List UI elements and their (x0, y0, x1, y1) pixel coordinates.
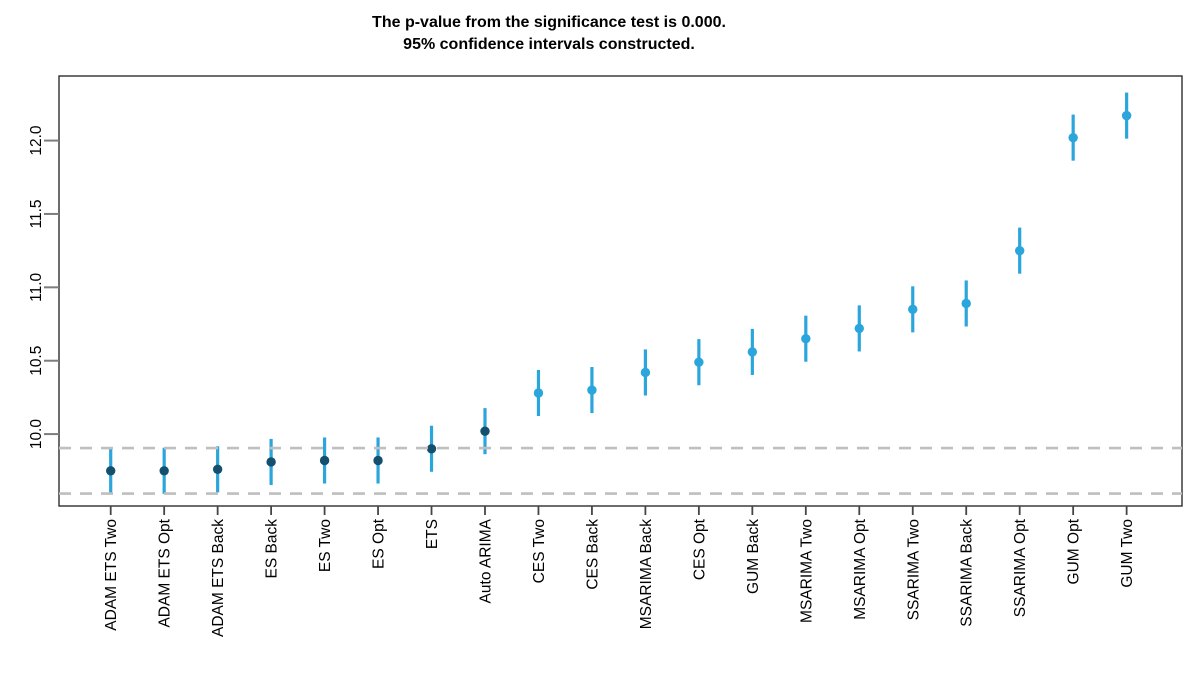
y-axis-tick-label: 12.0 (28, 125, 45, 156)
data-point (426, 444, 437, 454)
data-point (212, 464, 223, 475)
chart-title: The p-value from the significance test i… (372, 14, 726, 31)
x-axis-tick-label: GUM Two (1119, 519, 1136, 588)
y-axis-tick-label: 10.0 (28, 419, 45, 450)
data-point (801, 333, 811, 344)
x-axis-tick-label: CES Opt (691, 518, 708, 580)
x-axis-tick-label: MSARIMA Back (638, 519, 655, 629)
data-point (319, 455, 330, 466)
data-point (1068, 132, 1078, 143)
data-point (587, 385, 597, 395)
x-axis-tick-label: CES Two (531, 519, 548, 583)
y-axis-tick-label: 10.5 (28, 346, 45, 376)
data-point (480, 426, 490, 436)
x-axis-tick-label: MSARIMA Opt (852, 518, 869, 619)
data-point (533, 388, 544, 398)
x-axis-tick-label: ES Back (264, 519, 281, 579)
x-axis-tick-label: ETS (424, 519, 441, 549)
data-point (854, 323, 864, 334)
x-axis-tick-label: ADAM ETS Opt (157, 518, 174, 627)
data-point (961, 298, 971, 309)
y-axis-tick-label: 11.0 (28, 272, 45, 301)
x-axis-tick-label: CES Back (584, 519, 601, 590)
chart-subtitle: 95% confidence intervals constructed. (403, 36, 695, 53)
x-axis-tick-label: GUM Back (745, 519, 762, 594)
data-point (908, 304, 918, 315)
data-point (373, 455, 383, 466)
x-axis-tick-label: ES Opt (371, 518, 388, 569)
data-point (159, 466, 169, 476)
x-axis-tick-label: Auto ARIMA (477, 518, 494, 603)
chart-title-block: The p-value from the significance test i… (0, 12, 1098, 56)
y-axis-tick-label: 11.5 (28, 199, 45, 228)
data-point (694, 357, 704, 367)
data-point (1121, 110, 1132, 121)
x-axis-tick-label: SSARIMA Back (959, 519, 976, 627)
x-axis-tick-label: ES Two (317, 519, 334, 572)
data-point (747, 347, 758, 357)
x-axis-tick-label: SSARIMA Opt (1012, 518, 1029, 617)
x-axis-tick-label: SSARIMA Two (905, 519, 922, 620)
x-axis-tick-label: MSARIMA Two (798, 519, 815, 623)
plot-border (58, 75, 1183, 507)
data-point (1014, 245, 1025, 256)
x-axis-tick-label: ADAM ETS Back (210, 519, 227, 637)
data-point (266, 457, 276, 467)
x-axis-tick-label: ADAM ETS Two (103, 519, 120, 631)
data-point (106, 466, 116, 476)
x-axis-tick-label: GUM Opt (1066, 518, 1083, 584)
data-point (640, 367, 651, 378)
